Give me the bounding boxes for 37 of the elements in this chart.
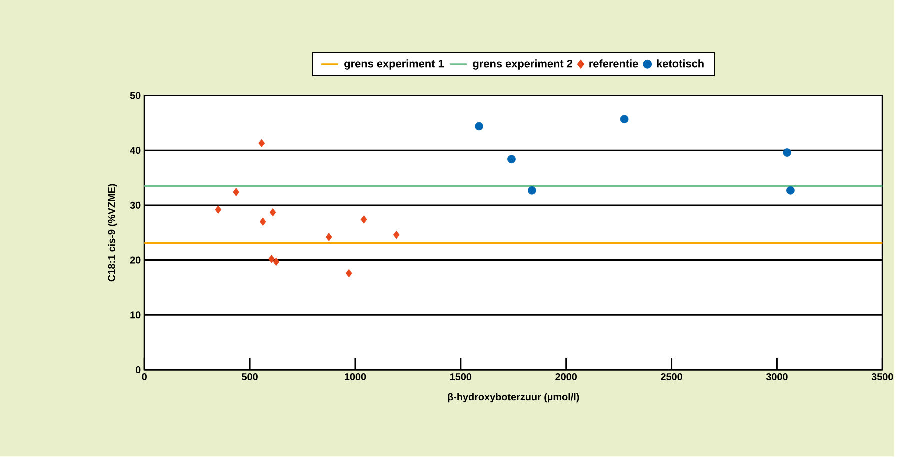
y-tick-label: 10 — [130, 312, 141, 319]
y-tick-label: 40 — [130, 147, 141, 154]
y-axis-title: C18:1 cis-9 (%VZME) — [108, 184, 118, 282]
x-tick-label: 3000 — [766, 374, 788, 381]
legend-label: ketotisch — [657, 60, 704, 68]
x-tick-label: 1500 — [450, 374, 472, 381]
legend-label: referentie — [590, 60, 638, 68]
legend-label: grens experiment 2 — [473, 60, 573, 70]
point — [786, 186, 795, 195]
x-tick-label: 3500 — [872, 374, 894, 381]
x-axis-title: β-hydroxyboterzuur (µmol/l) — [448, 393, 580, 403]
x-tick-label: 2500 — [661, 374, 682, 381]
legend-label: grens experiment 1 — [344, 60, 444, 70]
point — [273, 258, 280, 266]
point — [326, 233, 332, 242]
point — [393, 230, 400, 240]
x-tick-label: 1000 — [345, 374, 366, 381]
point — [360, 216, 368, 224]
point — [475, 122, 484, 131]
y-tick-label: 50 — [130, 92, 141, 100]
point — [346, 269, 352, 278]
point — [268, 255, 275, 264]
point — [260, 218, 266, 226]
y-tick-label: 30 — [130, 202, 141, 210]
x-tick-label: 0 — [142, 374, 147, 381]
point — [233, 188, 240, 197]
point — [528, 186, 536, 195]
point — [215, 206, 222, 214]
point — [258, 139, 266, 148]
point — [270, 208, 276, 217]
point — [783, 148, 792, 158]
point — [508, 155, 516, 164]
y-tick-label: 0 — [136, 366, 141, 374]
x-tick-label: 500 — [242, 374, 258, 381]
x-tick-label: 2000 — [556, 374, 577, 381]
point — [620, 115, 629, 124]
y-tick-label: 20 — [130, 256, 141, 264]
